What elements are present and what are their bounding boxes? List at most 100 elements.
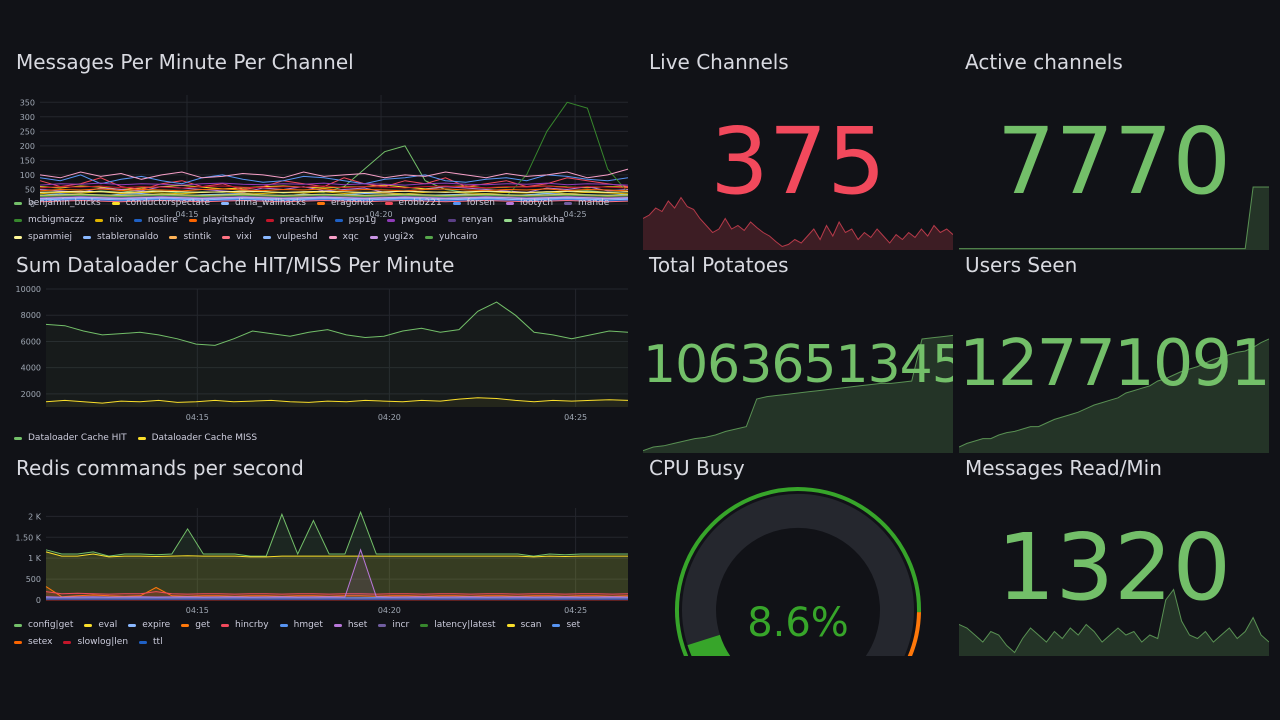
legend-item[interactable]: eragonuk bbox=[316, 198, 374, 209]
legend-item[interactable]: vulpeshd bbox=[262, 232, 318, 243]
series-line[interactable] bbox=[39, 177, 629, 191]
series-line[interactable] bbox=[39, 185, 629, 189]
panel-active-channels: Active channels 7770 bbox=[959, 50, 1269, 250]
legend-swatch bbox=[506, 624, 515, 627]
cache-chart[interactable]: 2000 4000 6000 8000 10000 04:15 04:20 04:25 bbox=[10, 281, 632, 431]
legend-item[interactable]: preachlfw bbox=[265, 215, 324, 226]
series-line[interactable] bbox=[45, 397, 629, 404]
series-line[interactable] bbox=[39, 198, 629, 202]
legend-item[interactable]: Dataloader Cache MISS bbox=[137, 433, 257, 444]
legend-item[interactable]: nix bbox=[95, 215, 123, 226]
legend-item[interactable]: samukkha bbox=[504, 215, 564, 226]
series-line[interactable] bbox=[39, 194, 629, 197]
legend-item[interactable]: renyan bbox=[447, 215, 493, 226]
series-line[interactable] bbox=[39, 197, 629, 200]
legend-item[interactable]: get bbox=[181, 620, 210, 631]
panel-dataloader-cache: Sum Dataloader Cache HIT/MISS Per Minute… bbox=[10, 253, 632, 447]
series-line[interactable] bbox=[39, 196, 629, 199]
series-line[interactable] bbox=[39, 198, 629, 201]
series-line[interactable] bbox=[39, 199, 629, 203]
legend-item[interactable]: lootych bbox=[506, 198, 553, 209]
legend-item[interactable]: eval bbox=[84, 620, 117, 631]
legend-item[interactable]: benjamin_bucks bbox=[14, 198, 101, 209]
legend-item[interactable]: expire bbox=[128, 620, 170, 631]
gauge-value-arc bbox=[687, 634, 731, 656]
live-channels-value: 375 bbox=[710, 108, 886, 215]
legend-label: yuhcairo bbox=[438, 232, 478, 242]
sparkline-area bbox=[643, 197, 953, 250]
y-tick-label: 350 bbox=[20, 98, 35, 107]
series-line[interactable] bbox=[45, 510, 628, 557]
legend-item[interactable]: ttl bbox=[139, 637, 163, 648]
legend-swatch bbox=[279, 624, 288, 627]
redis-legend: config|get eval expire get hincrby hmget hset i… bbox=[14, 620, 628, 648]
legend-item[interactable]: scan bbox=[506, 620, 541, 631]
legend-swatch bbox=[334, 219, 343, 222]
legend-item[interactable]: forsen bbox=[452, 198, 495, 209]
legend-item[interactable]: psp1g bbox=[334, 215, 376, 226]
legend-label: stableronaldo bbox=[97, 232, 159, 242]
series-line[interactable] bbox=[39, 194, 629, 197]
legend-item[interactable]: set bbox=[552, 620, 580, 631]
series-line[interactable] bbox=[39, 195, 629, 199]
legend-label: dima_wallhacks bbox=[234, 198, 306, 208]
series-line[interactable] bbox=[45, 591, 629, 595]
legend-item[interactable]: stintik bbox=[169, 232, 211, 243]
legend-item[interactable]: mcbigmaczz bbox=[14, 215, 84, 226]
x-tick-label: 04:15 bbox=[186, 606, 209, 615]
legend-item[interactable]: erobb221 bbox=[384, 198, 442, 209]
legend-item[interactable]: conductorspectate bbox=[111, 198, 210, 209]
redis-chart[interactable]: 0 500 1 K 1.50 K 2 K 04:15 04:20 04:25 bbox=[10, 486, 632, 646]
legend-swatch bbox=[506, 202, 514, 205]
panel-title: Active channels bbox=[965, 50, 1123, 74]
legend-swatch bbox=[552, 624, 561, 627]
x-tick-label: 04:25 bbox=[564, 210, 587, 219]
y-tick-label: 0 bbox=[30, 200, 35, 209]
legend-item[interactable]: playitshady bbox=[188, 215, 255, 226]
series-line[interactable] bbox=[39, 174, 629, 185]
series-line[interactable] bbox=[45, 551, 628, 558]
legend-item[interactable]: hset bbox=[333, 620, 368, 631]
legend-item[interactable]: spammiej bbox=[14, 232, 72, 243]
legend-label: spammiej bbox=[28, 232, 72, 242]
legend-swatch bbox=[424, 236, 433, 239]
legend-swatch bbox=[420, 624, 429, 627]
legend-item[interactable]: yugi2x bbox=[369, 232, 414, 243]
legend-item[interactable]: slowlog|len bbox=[63, 637, 128, 648]
legend-item[interactable]: setex bbox=[14, 637, 52, 648]
series-line[interactable] bbox=[45, 586, 629, 598]
messages-chart[interactable]: 0 50 100 150 200 250 300 350 04:15 04:20 04:25 bbox=[10, 88, 632, 228]
sparkline-line bbox=[959, 338, 1269, 448]
legend-item[interactable]: yuhcairo bbox=[424, 232, 478, 243]
legend-item[interactable]: vixi bbox=[222, 232, 252, 243]
series-line[interactable] bbox=[45, 548, 629, 598]
legend-swatch bbox=[14, 624, 22, 627]
panel-messages-read: Messages Read/Min 1320 bbox=[959, 456, 1269, 656]
series-line[interactable] bbox=[39, 182, 629, 186]
series-line[interactable] bbox=[45, 301, 629, 346]
legend-item[interactable]: hincrby bbox=[221, 620, 269, 631]
legend-item[interactable]: config|get bbox=[14, 620, 73, 631]
y-tick-label: 1.50 K bbox=[15, 533, 41, 542]
legend-item[interactable]: dima_wallhacks bbox=[220, 198, 306, 209]
series-line[interactable] bbox=[39, 188, 629, 192]
legend-item[interactable]: mande bbox=[564, 198, 609, 209]
legend-item[interactable]: xqc bbox=[328, 232, 359, 243]
legend-item[interactable]: noslire bbox=[133, 215, 178, 226]
series-line[interactable] bbox=[39, 190, 629, 193]
series-line[interactable] bbox=[39, 199, 629, 202]
legend-swatch bbox=[181, 624, 190, 627]
legend-label: hset bbox=[347, 620, 368, 630]
legend-item[interactable]: pwgood bbox=[387, 215, 437, 226]
legend-item[interactable]: latency|latest bbox=[420, 620, 496, 631]
legend-item[interactable]: Dataloader Cache HIT bbox=[14, 433, 127, 444]
users-sparkline bbox=[959, 338, 1269, 453]
legend-item[interactable]: stableronaldo bbox=[83, 232, 158, 243]
legend-label: vixi bbox=[236, 232, 252, 242]
legend-item[interactable]: incr bbox=[378, 620, 409, 631]
series-line[interactable] bbox=[39, 193, 629, 196]
legend-item[interactable]: hmget bbox=[279, 620, 323, 631]
panel-total-potatoes: Total Potatoes 1063651345 bbox=[643, 253, 953, 453]
series-line[interactable] bbox=[39, 168, 629, 180]
legend-swatch bbox=[14, 219, 22, 222]
